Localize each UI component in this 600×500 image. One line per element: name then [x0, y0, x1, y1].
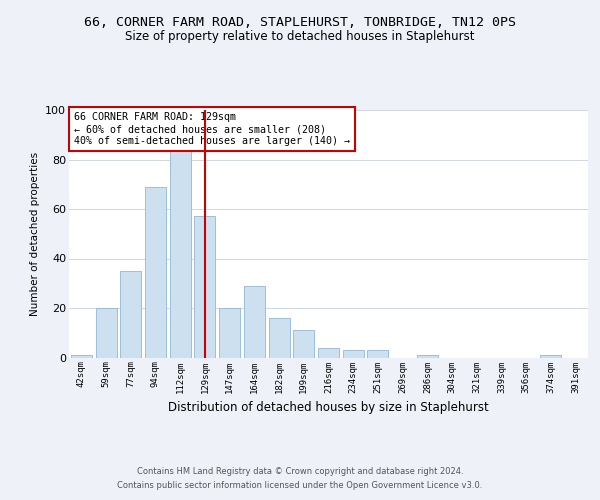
Bar: [145, 186, 166, 358]
Bar: [219, 308, 240, 358]
Text: Contains public sector information licensed under the Open Government Licence v3: Contains public sector information licen…: [118, 481, 482, 490]
Bar: [71, 355, 92, 358]
Text: Contains HM Land Registry data © Crown copyright and database right 2024.: Contains HM Land Registry data © Crown c…: [137, 467, 463, 476]
Bar: [269, 318, 290, 358]
X-axis label: Distribution of detached houses by size in Staplehurst: Distribution of detached houses by size …: [168, 401, 489, 414]
Text: 66, CORNER FARM ROAD, STAPLEHURST, TONBRIDGE, TN12 0PS: 66, CORNER FARM ROAD, STAPLEHURST, TONBR…: [84, 16, 516, 29]
Bar: [244, 286, 265, 358]
Bar: [194, 216, 215, 358]
Bar: [541, 355, 562, 358]
Bar: [318, 348, 339, 358]
Bar: [293, 330, 314, 357]
Text: 66 CORNER FARM ROAD: 129sqm
← 60% of detached houses are smaller (208)
40% of se: 66 CORNER FARM ROAD: 129sqm ← 60% of det…: [74, 112, 350, 146]
Y-axis label: Number of detached properties: Number of detached properties: [29, 152, 40, 316]
Bar: [417, 355, 438, 358]
Bar: [95, 308, 116, 358]
Text: Size of property relative to detached houses in Staplehurst: Size of property relative to detached ho…: [125, 30, 475, 43]
Bar: [343, 350, 364, 358]
Bar: [120, 271, 141, 358]
Bar: [170, 147, 191, 358]
Bar: [367, 350, 388, 358]
